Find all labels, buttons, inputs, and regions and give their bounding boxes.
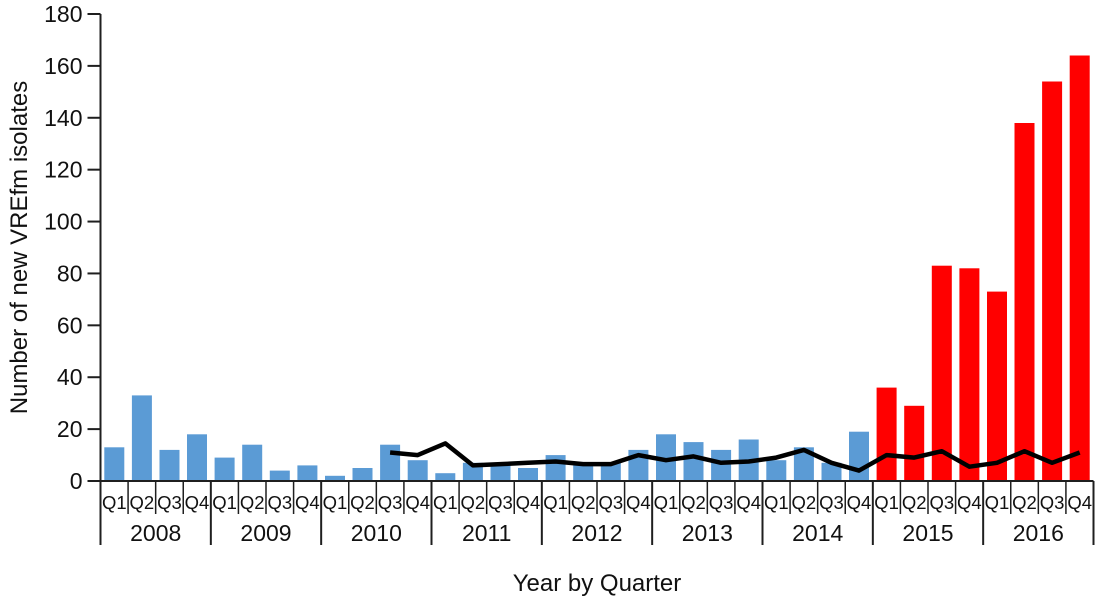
bar-2014-Q2 [793, 447, 814, 481]
x-year-label: 2011 [462, 520, 511, 546]
bar-2009-Q3 [269, 470, 290, 481]
x-quarter-label: Q2 [240, 492, 265, 513]
bar-2008-Q3 [159, 449, 180, 481]
x-quarter-label: Q4 [405, 492, 430, 513]
x-axis-title: Year by Quarter [512, 570, 682, 597]
y-tick-label: 120 [44, 157, 82, 183]
y-tick-label: 100 [44, 209, 82, 235]
bar-2014-Q1 [766, 460, 787, 481]
x-quarter-label: Q4 [736, 492, 761, 513]
x-year-label: 2014 [792, 520, 843, 546]
x-quarter-label: Q1 [985, 492, 1010, 513]
x-quarter-label: Q2 [571, 492, 596, 513]
bar-2013-Q2 [683, 442, 704, 481]
x-quarter-label: Q1 [323, 492, 348, 513]
bar-2008-Q4 [187, 434, 207, 481]
bar-2016-Q4 [1069, 55, 1090, 481]
x-quarter-label: Q1 [543, 492, 568, 513]
x-quarter-label: Q2 [461, 492, 486, 513]
x-quarter-label: Q1 [654, 492, 679, 513]
bar-2014-Q4 [849, 431, 869, 481]
x-year-label: 2012 [571, 520, 622, 546]
x-quarter-label: Q2 [902, 492, 927, 513]
x-quarter-label: Q3 [819, 492, 844, 513]
x-year-label: 2016 [1013, 520, 1064, 546]
bar-2012-Q3 [600, 462, 621, 481]
bar-2009-Q2 [242, 444, 263, 481]
bar-2012-Q2 [573, 462, 594, 481]
bar-2016-Q1 [987, 291, 1007, 481]
x-year-label: 2013 [682, 520, 733, 546]
x-year-label: 2010 [351, 520, 402, 546]
bar-2014-Q3 [821, 462, 842, 481]
x-quarter-label: Q1 [764, 492, 789, 513]
bar-2012-Q1 [545, 455, 566, 481]
x-quarter-label: Q3 [709, 492, 734, 513]
bar-2008-Q1 [104, 447, 125, 481]
y-tick-label: 80 [57, 260, 83, 286]
x-quarter-label: Q4 [1067, 492, 1092, 513]
x-year-label: 2009 [240, 520, 291, 546]
bar-2016-Q2 [1014, 123, 1035, 481]
y-tick-label: 140 [44, 105, 82, 131]
bar-2010-Q1 [325, 475, 345, 481]
x-year-label: 2015 [902, 520, 953, 546]
x-quarter-label: Q1 [212, 492, 237, 513]
bar-2010-Q2 [352, 468, 373, 481]
bar-2015-Q1 [876, 387, 897, 481]
x-quarter-label: Q4 [957, 492, 982, 513]
y-axis-title: Number of new VREfm isolates [6, 80, 33, 415]
bar-2009-Q1 [214, 457, 235, 481]
bar-2010-Q4 [407, 460, 428, 481]
y-tick-label: 60 [57, 312, 83, 338]
bar-2011-Q4 [518, 468, 538, 481]
y-tick-label: 40 [57, 364, 83, 390]
x-quarter-label: Q2 [350, 492, 375, 513]
bar-2008-Q2 [131, 395, 152, 481]
x-quarter-label: Q2 [130, 492, 155, 513]
x-quarter-label: Q3 [598, 492, 623, 513]
x-quarter-label: Q3 [1040, 492, 1065, 513]
x-quarter-label: Q2 [792, 492, 817, 513]
x-quarter-label: Q4 [626, 492, 651, 513]
x-quarter-label: Q2 [1012, 492, 1037, 513]
bar-2015-Q3 [931, 265, 952, 481]
x-quarter-label: Q1 [874, 492, 899, 513]
y-tick-label: 20 [57, 416, 83, 442]
x-quarter-label: Q2 [681, 492, 706, 513]
bar-2010-Q3 [380, 444, 401, 481]
bar-2013-Q1 [656, 434, 676, 481]
bar-2011-Q3 [490, 465, 511, 481]
x-quarter-label: Q4 [516, 492, 541, 513]
y-tick-label: 0 [70, 468, 83, 494]
x-quarter-label: Q3 [267, 492, 292, 513]
x-quarter-label: Q4 [295, 492, 320, 513]
y-tick-label: 180 [44, 1, 82, 27]
x-quarter-label: Q1 [102, 492, 127, 513]
x-quarter-label: Q4 [185, 492, 210, 513]
bar-2009-Q4 [297, 465, 318, 481]
x-quarter-label: Q3 [488, 492, 513, 513]
x-quarter-label: Q3 [929, 492, 954, 513]
bar-2013-Q3 [711, 449, 732, 481]
x-quarter-label: Q4 [847, 492, 872, 513]
bar-2016-Q3 [1042, 81, 1063, 481]
bar-2015-Q2 [904, 405, 925, 481]
y-tick-label: 160 [44, 53, 82, 79]
x-quarter-label: Q1 [433, 492, 458, 513]
bar-2011-Q1 [435, 473, 456, 481]
x-quarter-label: Q3 [157, 492, 182, 513]
bar-2015-Q4 [959, 268, 980, 481]
trend-line [389, 441, 1081, 473]
x-year-label: 2008 [130, 520, 181, 546]
x-quarter-label: Q3 [378, 492, 403, 513]
